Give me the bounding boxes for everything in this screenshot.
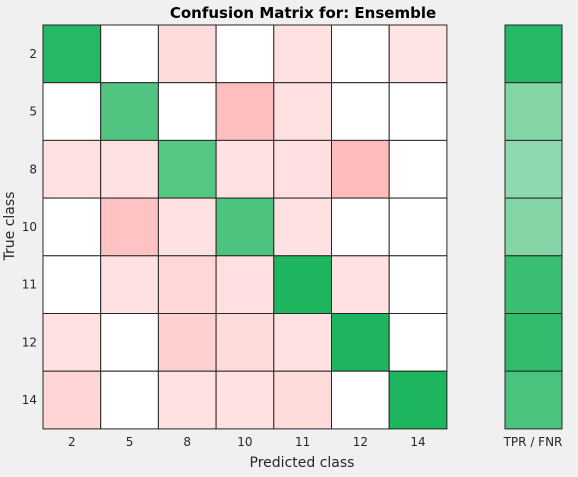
matrix-cell-12-5: [101, 314, 159, 372]
summary-cell-2: [505, 25, 562, 83]
matrix-cell-8-2: [43, 140, 101, 198]
y-tick-label: 11: [22, 278, 37, 292]
summary-cell-12: [505, 314, 562, 372]
matrix-cell-2-11: [274, 25, 332, 83]
x-tick-label: 5: [126, 435, 134, 449]
matrix-cell-10-5: [101, 198, 159, 256]
matrix-cell-8-8: [158, 140, 216, 198]
x-tick-label: 8: [183, 435, 191, 449]
matrix-cell-14-12: [332, 371, 390, 429]
matrix-cell-14-11: [274, 371, 332, 429]
matrix-cell-14-5: [101, 371, 159, 429]
matrix-cell-12-2: [43, 314, 101, 372]
summary-cell-11: [505, 256, 562, 314]
matrix-cell-12-12: [332, 314, 390, 372]
summary-column: [505, 25, 562, 429]
matrix-cell-14-8: [158, 371, 216, 429]
matrix-cell-2-10: [216, 25, 274, 83]
matrix-cell-2-2: [43, 25, 101, 83]
matrix-cell-5-5: [101, 83, 159, 141]
y-tick-label: 8: [29, 162, 37, 176]
matrix-cell-11-2: [43, 256, 101, 314]
matrix-cell-10-8: [158, 198, 216, 256]
matrix-cell-12-14: [389, 314, 447, 372]
y-tick-label: 10: [22, 220, 37, 234]
matrix-cell-10-2: [43, 198, 101, 256]
matrix-cell-8-10: [216, 140, 274, 198]
matrix-cell-8-14: [389, 140, 447, 198]
matrix-cell-2-5: [101, 25, 159, 83]
x-tick-label: 10: [237, 435, 252, 449]
matrix-cell-10-11: [274, 198, 332, 256]
y-tick-label: 2: [29, 47, 37, 61]
summary-column-label: TPR / FNR: [503, 435, 563, 449]
matrix-cell-2-8: [158, 25, 216, 83]
matrix-cell-11-8: [158, 256, 216, 314]
matrix-cell-5-14: [389, 83, 447, 141]
chart-title: Confusion Matrix for: Ensemble: [170, 4, 436, 22]
y-tick-label: 12: [22, 335, 37, 349]
matrix-cell-14-14: [389, 371, 447, 429]
matrix-cell-11-5: [101, 256, 159, 314]
matrix-cell-10-10: [216, 198, 274, 256]
matrix-cell-12-10: [216, 314, 274, 372]
y-tick-label: 5: [29, 105, 37, 119]
matrix-cell-10-12: [332, 198, 390, 256]
summary-cell-8: [505, 140, 562, 198]
matrix-cells: [43, 25, 447, 429]
matrix-cell-5-11: [274, 83, 332, 141]
matrix-cell-10-14: [389, 198, 447, 256]
matrix-cell-5-10: [216, 83, 274, 141]
y-tick-label: 14: [22, 393, 37, 407]
y-axis-label: True class: [2, 192, 18, 262]
matrix-cell-8-12: [332, 140, 390, 198]
matrix-cell-8-5: [101, 140, 159, 198]
matrix-cell-5-2: [43, 83, 101, 141]
x-tick-label: 14: [410, 435, 425, 449]
matrix-cell-2-14: [389, 25, 447, 83]
x-tick-label: 12: [353, 435, 368, 449]
matrix-cell-5-8: [158, 83, 216, 141]
matrix-cell-2-12: [332, 25, 390, 83]
matrix-cell-8-11: [274, 140, 332, 198]
matrix-cell-14-10: [216, 371, 274, 429]
matrix-cell-11-11: [274, 256, 332, 314]
matrix-cell-11-12: [332, 256, 390, 314]
summary-cell-14: [505, 371, 562, 429]
x-tick-label: 11: [295, 435, 310, 449]
matrix-cell-5-12: [332, 83, 390, 141]
matrix-cell-12-11: [274, 314, 332, 372]
matrix-cell-12-8: [158, 314, 216, 372]
summary-cell-5: [505, 83, 562, 141]
matrix-cell-11-10: [216, 256, 274, 314]
x-tick-label: 2: [68, 435, 76, 449]
summary-cell-10: [505, 198, 562, 256]
matrix-cell-11-14: [389, 256, 447, 314]
matrix-cell-14-2: [43, 371, 101, 429]
x-axis-label: Predicted class: [250, 455, 355, 471]
